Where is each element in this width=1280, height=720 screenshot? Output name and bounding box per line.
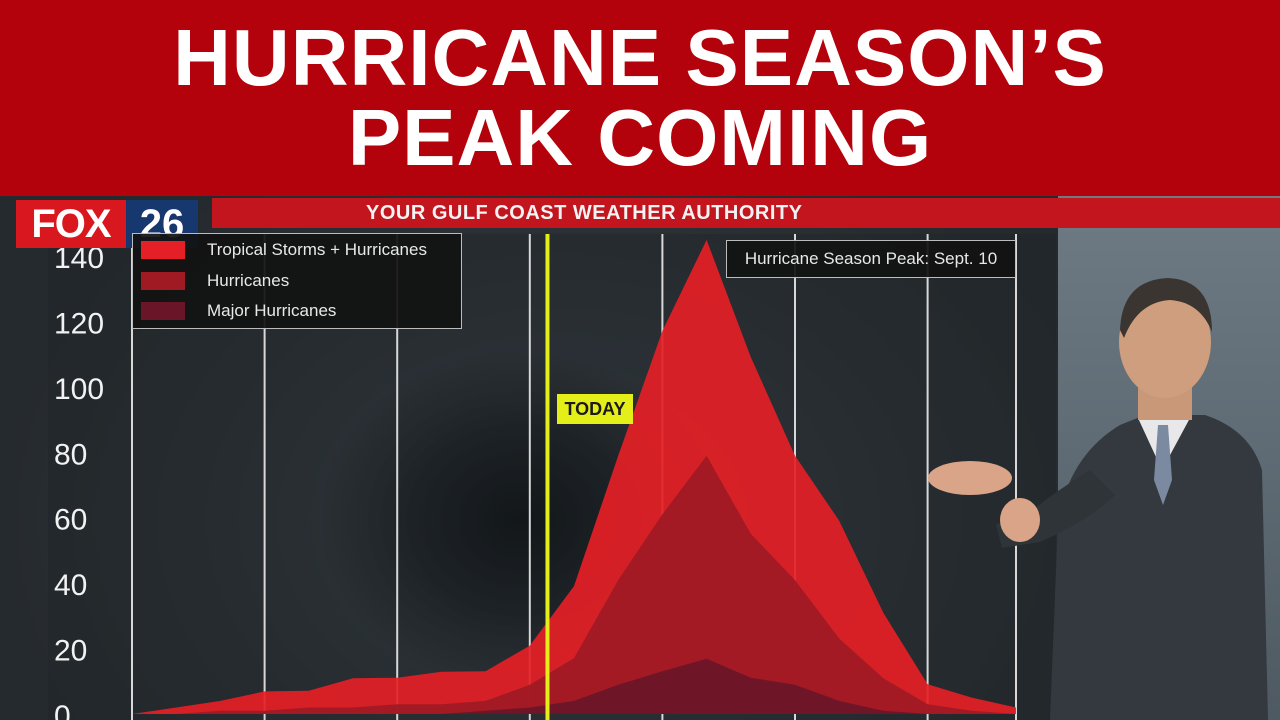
legend-item-hurricanes: Hurricanes	[141, 270, 289, 292]
logo-fox: FOX	[16, 200, 126, 248]
today-tag: TODAY	[557, 394, 633, 424]
area-layer	[132, 239, 1016, 714]
presenter-hand	[928, 461, 1012, 495]
y-tick-label: 40	[54, 569, 87, 602]
peak-annotation: Hurricane Season Peak: Sept. 10	[726, 240, 1016, 278]
y-tick-label: 100	[54, 373, 104, 406]
legend-swatch-tropical	[141, 241, 185, 259]
y-tick-label: 60	[54, 504, 87, 537]
chart-legend: Tropical Storms + Hurricanes Hurricanes …	[132, 233, 462, 329]
legend-item-tropical: Tropical Storms + Hurricanes	[141, 239, 427, 261]
y-tick-label: 20	[54, 635, 87, 668]
legend-label-major: Major Hurricanes	[207, 301, 337, 320]
presenter-tie	[1154, 425, 1172, 505]
presenter-head	[1119, 286, 1211, 398]
presenter-hair	[1120, 278, 1212, 338]
slogan-text: YOUR GULF COAST WEATHER AUTHORITY	[366, 201, 803, 224]
y-tick-label: 0	[54, 700, 71, 720]
legend-item-major: Major Hurricanes	[141, 300, 336, 322]
legend-swatch-hurricanes	[141, 272, 185, 290]
headline-line-1: HURRICANE SEASON’S	[173, 13, 1107, 102]
y-tick-label: 120	[54, 307, 104, 340]
legend-label-tropical: Tropical Storms + Hurricanes	[207, 240, 427, 259]
slogan-bar: YOUR GULF COAST WEATHER AUTHORITY	[212, 198, 1280, 228]
area-series-1	[132, 455, 1016, 714]
legend-label-hurricanes: Hurricanes	[207, 271, 290, 290]
area-series-2	[132, 658, 1016, 714]
presenter-hand-2	[1000, 498, 1040, 542]
legend-swatch-major	[141, 302, 185, 320]
headline-line-2: PEAK COMING	[347, 93, 933, 182]
headline-banner: HURRICANE SEASON’S PEAK COMING	[0, 0, 1280, 196]
meteorologist-figure	[928, 278, 1268, 720]
y-tick-label: 80	[54, 438, 87, 471]
